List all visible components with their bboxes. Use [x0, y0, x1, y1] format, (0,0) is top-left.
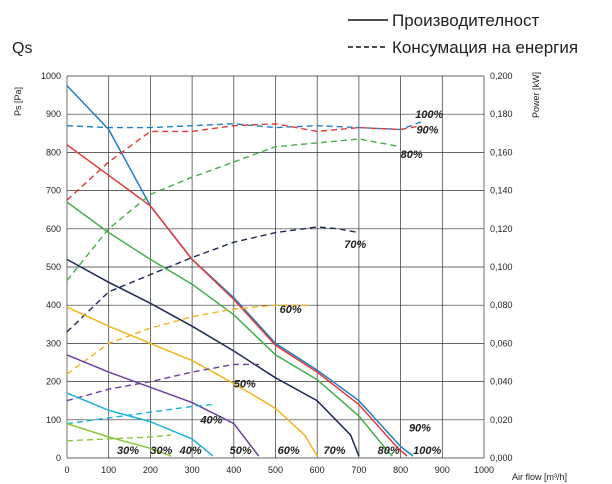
x-tick-label: 700 — [351, 465, 366, 475]
y-left-tick-label: 800 — [46, 147, 61, 157]
x-tick-label: 400 — [226, 465, 241, 475]
y-right-tick-label: 0,080 — [490, 300, 513, 310]
power-curve-70% — [66, 226, 360, 333]
percent-label: 50% — [230, 445, 252, 457]
y-right-tick-label: 0,100 — [490, 262, 513, 272]
percent-label: 90% — [416, 124, 438, 136]
legend-solid-label: Производителност — [392, 11, 540, 30]
power-curve-50% — [66, 363, 263, 402]
percent-label: 80% — [401, 149, 423, 161]
percent-label: 30% — [117, 445, 139, 457]
curves — [66, 85, 422, 457]
y-right-tick-label: 0,180 — [490, 109, 513, 119]
y-right-tick-label: 0,200 — [490, 71, 513, 81]
y-right-tick-label: 0,060 — [490, 338, 513, 348]
x-tick-label: 300 — [185, 465, 200, 475]
pressure-curve-100% — [66, 85, 414, 457]
x-tick-labels: 0 100 200 300 400 500 600 700 800 900 1000 — [64, 465, 494, 475]
percent-label: 30% — [150, 445, 172, 457]
pressure-curve-30% — [66, 422, 172, 457]
x-tick-label: 100 — [101, 465, 116, 475]
percent-label: 80% — [378, 445, 400, 457]
y-left-tick-label: 100 — [46, 415, 61, 425]
y-right-tick-labels: 0,000 0,020 0,040 0,060 0,080 0,100 0,120 0,140… — [490, 71, 513, 463]
power-curve-40% — [66, 403, 213, 425]
percent-label: 40% — [199, 415, 222, 427]
pressure-curve-90% — [66, 144, 408, 457]
pressure-curve-50% — [66, 354, 260, 457]
y-left-tick-label: 200 — [46, 377, 61, 387]
x-tick-label: 800 — [393, 465, 408, 475]
percent-label: 40% — [179, 445, 202, 457]
y-left-tick-label: 500 — [46, 262, 61, 272]
x-tick-label: 1000 — [474, 465, 494, 475]
percent-label: 90% — [409, 422, 431, 434]
percent-label: 50% — [234, 378, 256, 390]
x-tick-label: 200 — [143, 465, 158, 475]
percent-label: 60% — [280, 304, 302, 316]
legend: Производителност Консумация на енергия — [348, 11, 578, 57]
percent-label: 70% — [323, 445, 345, 457]
power-curve-30% — [66, 434, 172, 442]
x-tick-label: 900 — [435, 465, 450, 475]
percent-labels: 100% 90% 80% 70% 60% 50% 40% 30% 30% 40% 50% 60% 70%… — [117, 109, 444, 457]
y-right-tick-label: 0,020 — [490, 415, 513, 425]
grid — [66, 75, 485, 459]
pressure-curve-80% — [66, 201, 393, 457]
y-left-tick-label: 600 — [46, 224, 61, 234]
percent-label: 100% — [415, 109, 443, 121]
corner-label: Qs — [12, 40, 32, 57]
y-left-tick-label: 900 — [46, 109, 61, 119]
y-right-axis-label: Power [kW] — [531, 72, 541, 118]
y-right-tick-label: 0,040 — [490, 377, 513, 387]
x-tick-label: 600 — [310, 465, 325, 475]
power-curve-90% — [66, 123, 422, 201]
y-left-tick-label: 300 — [46, 338, 61, 348]
percent-label: 100% — [413, 445, 441, 457]
y-right-tick-label: 0,140 — [490, 186, 513, 196]
x-tick-label: 0 — [64, 465, 69, 475]
y-right-tick-label: 0,160 — [490, 147, 513, 157]
power-curve-80% — [66, 138, 401, 281]
power-curve-100% — [66, 121, 422, 131]
y-left-tick-label: 0 — [56, 453, 61, 463]
y-right-tick-label: 0,000 — [490, 453, 513, 463]
percent-label: 60% — [278, 445, 300, 457]
legend-dashed-label: Консумация на енергия — [392, 38, 578, 57]
x-axis-label: Air flow [m³/h] — [512, 472, 567, 482]
x-tick-label: 500 — [268, 465, 283, 475]
y-left-tick-labels: 0 100 200 300 400 500 600 700 800 900 1000 — [41, 71, 61, 463]
y-left-tick-label: 700 — [46, 186, 61, 196]
y-left-axis-label: Ps [Pa] — [13, 87, 23, 116]
percent-label: 70% — [344, 239, 366, 251]
pressure-curve-70% — [66, 258, 360, 457]
pressure-curve-40% — [66, 392, 214, 457]
y-right-tick-label: 0,120 — [490, 224, 513, 234]
y-left-tick-label: 400 — [46, 300, 61, 310]
y-left-tick-label: 1000 — [41, 71, 61, 81]
pressure-curve-60% — [66, 306, 318, 457]
power-curve-60% — [66, 304, 309, 375]
